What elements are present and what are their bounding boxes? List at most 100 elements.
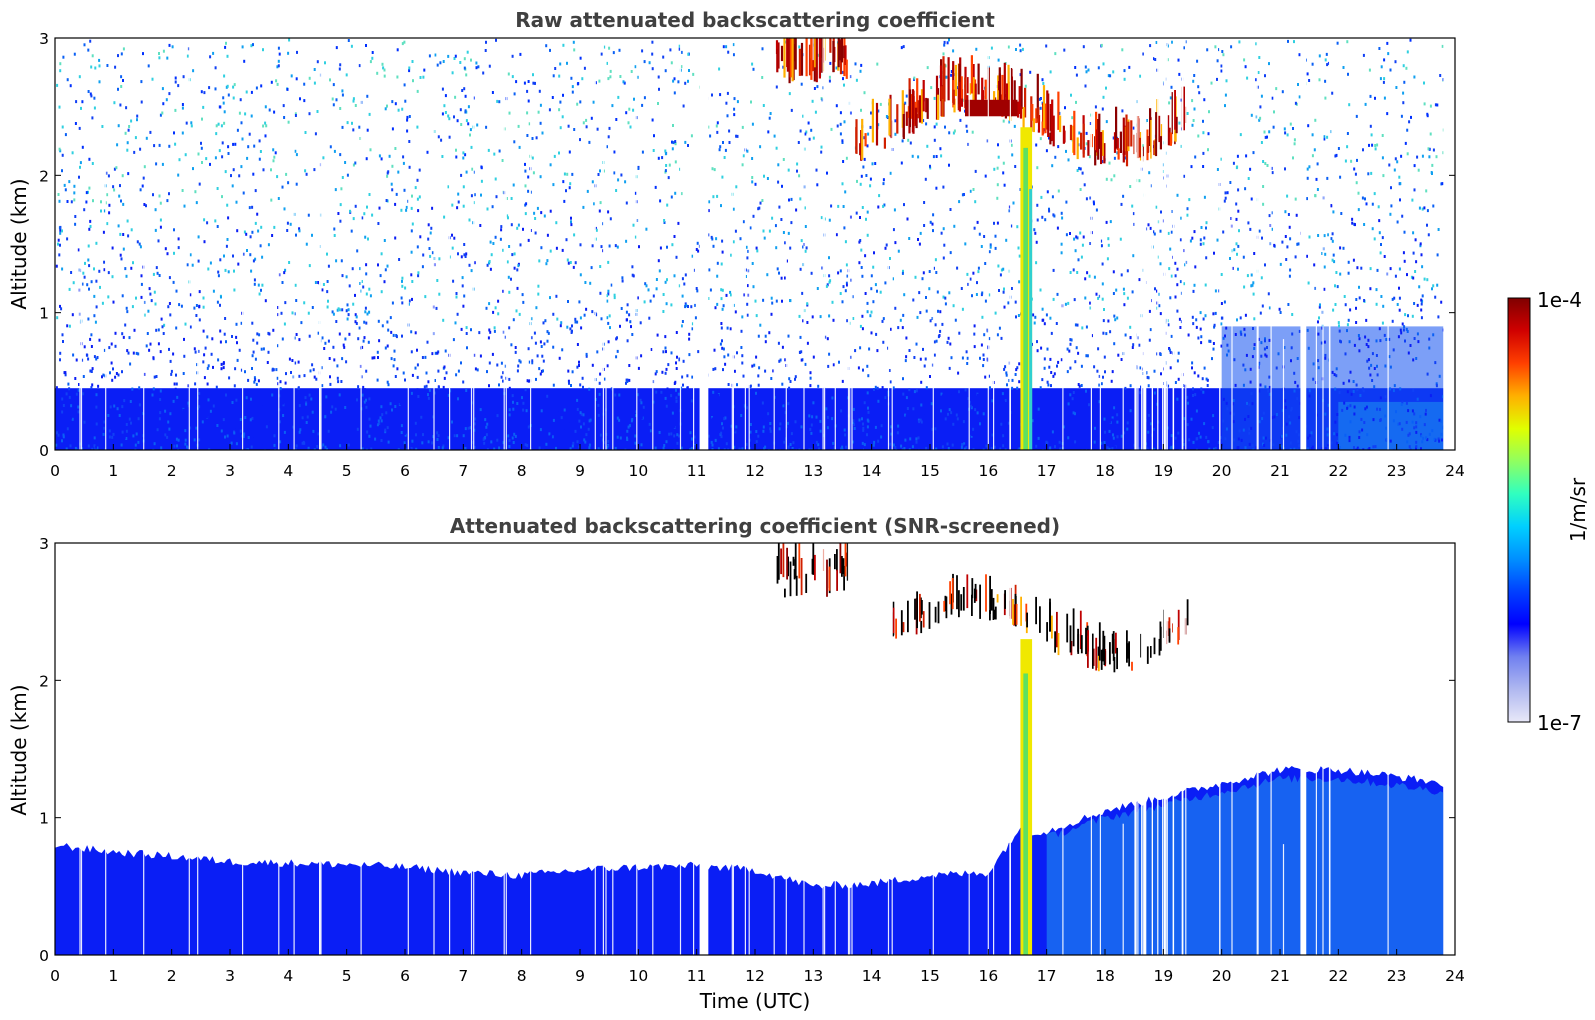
raw-noise-speck — [1153, 369, 1156, 373]
raw-noise-speck — [1049, 436, 1052, 440]
raw-noise-speck — [143, 372, 146, 376]
raw-noise-speck — [846, 319, 849, 323]
raw-noise-speck — [1419, 242, 1422, 246]
raw-noise-speck — [585, 352, 588, 356]
raw-noise-speck — [1221, 50, 1224, 53]
raw-noise-speck — [1271, 416, 1274, 420]
raw-noise-speck — [1069, 366, 1072, 370]
raw-noise-speck — [1297, 439, 1300, 443]
raw-noise-speck — [1037, 428, 1040, 432]
raw-noise-speck — [91, 383, 94, 387]
raw-noise-speck — [711, 167, 714, 171]
raw-noise-speck — [758, 366, 761, 370]
raw-noise-speck — [244, 416, 247, 419]
raw-noise-speck — [1323, 265, 1326, 269]
raw-noise-speck — [342, 343, 345, 347]
raw-noise-speck — [1340, 340, 1342, 344]
raw-noise-speck — [1259, 383, 1262, 387]
raw-noise-speck — [1264, 385, 1267, 389]
raw-noise-speck — [453, 57, 456, 60]
raw-noise-speck — [1306, 72, 1309, 76]
raw-noise-speck — [268, 108, 271, 112]
raw-noise-speck — [168, 192, 170, 196]
raw-noise-speck — [1075, 73, 1078, 77]
raw-noise-speck — [282, 403, 285, 407]
raw-noise-speck — [214, 66, 217, 70]
raw-noise-speck — [207, 427, 210, 431]
raw-noise-speck — [786, 421, 789, 425]
raw-noise-speck — [1292, 127, 1294, 130]
raw-noise-speck — [83, 420, 86, 424]
raw-noise-speck — [422, 253, 425, 257]
raw-noise-speck — [1129, 384, 1132, 388]
raw-noise-speck — [1220, 64, 1223, 68]
raw-noise-speck — [1193, 230, 1196, 234]
raw-noise-speck — [233, 384, 236, 388]
raw-noise-speck — [670, 394, 673, 398]
raw-noise-speck — [380, 252, 383, 256]
raw-noise-speck — [346, 121, 349, 125]
raw-noise-speck — [657, 447, 660, 450]
raw-noise-speck — [350, 44, 353, 48]
raw-noise-speck — [1418, 206, 1421, 210]
raw-noise-speck — [820, 150, 823, 154]
raw-noise-speck — [119, 103, 122, 107]
raw-noise-speck — [719, 93, 722, 97]
raw-noise-speck — [1007, 45, 1010, 49]
raw-noise-speck — [677, 80, 680, 84]
raw-noise-speck — [342, 415, 345, 419]
raw-noise-speck — [828, 218, 831, 222]
raw-noise-speck — [264, 105, 267, 109]
raw-noise-speck — [68, 180, 71, 184]
raw-noise-speck — [866, 425, 869, 429]
raw-noise-speck — [635, 410, 637, 414]
raw-noise-speck — [633, 420, 636, 424]
raw-noise-speck — [308, 76, 311, 80]
raw-noise-speck — [324, 341, 327, 345]
raw-noise-speck — [874, 283, 877, 287]
raw-noise-speck — [746, 149, 749, 153]
raw-noise-speck — [275, 79, 278, 83]
raw-noise-speck — [465, 73, 468, 77]
raw-noise-speck — [588, 419, 591, 423]
raw-noise-speck — [146, 332, 149, 335]
raw-noise-speck — [379, 274, 382, 278]
raw-noise-speck — [1423, 277, 1426, 281]
raw-noise-speck — [579, 411, 582, 415]
raw-noise-speck — [58, 147, 61, 151]
raw-noise-speck — [919, 231, 922, 235]
raw-noise-speck — [1003, 287, 1005, 291]
raw-noise-speck — [1048, 209, 1051, 213]
raw-noise-speck — [223, 121, 226, 125]
raw-noise-speck — [1095, 208, 1098, 212]
raw-noise-speck — [696, 289, 699, 293]
raw-noise-speck — [372, 416, 375, 420]
raw-noise-speck — [257, 379, 260, 383]
raw-noise-speck — [473, 261, 476, 265]
raw-noise-speck — [1258, 229, 1261, 233]
raw-noise-speck — [426, 340, 429, 344]
raw-noise-speck — [902, 392, 905, 396]
raw-noise-speck — [1102, 62, 1105, 66]
raw-noise-speck — [148, 287, 151, 291]
raw-noise-speck — [1275, 366, 1278, 370]
raw-noise-speck — [1337, 321, 1340, 325]
raw-noise-speck — [543, 214, 546, 218]
raw-noise-speck — [1263, 130, 1266, 134]
raw-noise-speck — [1264, 135, 1267, 139]
raw-noise-speck — [118, 414, 121, 417]
raw-noise-speck — [581, 77, 584, 81]
raw-noise-speck — [508, 111, 511, 115]
raw-noise-speck — [709, 288, 712, 292]
raw-noise-speck — [88, 227, 91, 231]
raw-noise-speck — [192, 69, 195, 73]
raw-noise-speck — [276, 376, 279, 380]
raw-noise-speck — [1323, 234, 1326, 238]
raw-noise-speck — [923, 224, 926, 227]
raw-noise-speck — [1260, 94, 1263, 98]
raw-noise-speck — [297, 386, 300, 390]
raw-noise-speck — [90, 94, 93, 98]
raw-noise-speck — [1421, 154, 1424, 158]
raw-noise-speck — [712, 244, 715, 248]
raw-noise-speck — [414, 186, 417, 190]
